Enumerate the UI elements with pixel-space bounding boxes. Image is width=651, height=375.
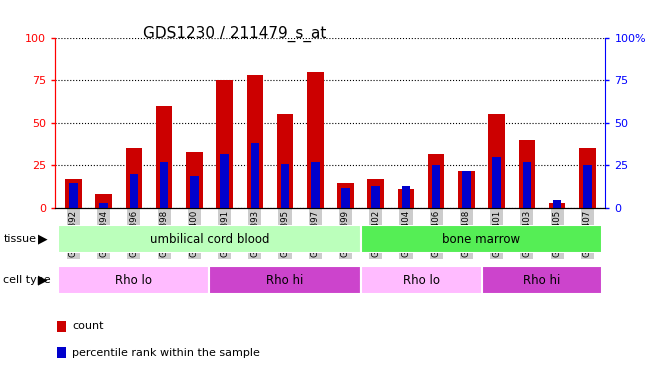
- Bar: [210, 266, 361, 294]
- Text: umbilical cord blood: umbilical cord blood: [150, 232, 270, 246]
- Text: percentile rank within the sample: percentile rank within the sample: [72, 348, 260, 357]
- Bar: [186, 152, 202, 208]
- Bar: [277, 114, 294, 208]
- Bar: [341, 188, 350, 208]
- Bar: [398, 189, 414, 208]
- Bar: [156, 106, 173, 208]
- Bar: [372, 186, 380, 208]
- Bar: [59, 266, 210, 294]
- Bar: [311, 162, 320, 208]
- Bar: [96, 195, 112, 208]
- Bar: [553, 200, 561, 208]
- Bar: [59, 225, 361, 253]
- Bar: [160, 162, 169, 208]
- Text: Rho hi: Rho hi: [266, 274, 304, 287]
- Bar: [432, 165, 440, 208]
- Bar: [458, 171, 475, 208]
- Bar: [69, 183, 77, 208]
- Text: ▶: ▶: [38, 232, 48, 246]
- Bar: [482, 266, 602, 294]
- Bar: [337, 183, 353, 208]
- Bar: [519, 140, 535, 208]
- Bar: [367, 179, 384, 208]
- Text: tissue: tissue: [3, 234, 36, 244]
- Text: ▶: ▶: [38, 274, 48, 287]
- Text: bone marrow: bone marrow: [443, 232, 521, 246]
- Bar: [307, 72, 324, 208]
- Bar: [462, 171, 471, 208]
- Text: GDS1230 / 211479_s_at: GDS1230 / 211479_s_at: [143, 26, 327, 42]
- Text: count: count: [72, 321, 104, 331]
- Bar: [190, 176, 199, 208]
- Bar: [247, 75, 263, 208]
- Bar: [549, 203, 565, 208]
- Bar: [251, 143, 259, 208]
- Bar: [492, 157, 501, 208]
- Bar: [361, 225, 602, 253]
- Text: Rho hi: Rho hi: [523, 274, 561, 287]
- Text: Rho lo: Rho lo: [115, 274, 152, 287]
- Bar: [428, 153, 445, 208]
- Bar: [100, 203, 108, 208]
- Bar: [402, 186, 410, 208]
- Bar: [216, 80, 233, 208]
- Bar: [488, 114, 505, 208]
- Text: cell type: cell type: [3, 275, 51, 285]
- Bar: [126, 148, 142, 208]
- Bar: [579, 148, 596, 208]
- Bar: [523, 162, 531, 208]
- Bar: [361, 266, 482, 294]
- Bar: [65, 179, 82, 208]
- Text: Rho lo: Rho lo: [402, 274, 439, 287]
- Bar: [583, 165, 592, 208]
- Bar: [130, 174, 138, 208]
- Bar: [220, 153, 229, 208]
- Bar: [281, 164, 289, 208]
